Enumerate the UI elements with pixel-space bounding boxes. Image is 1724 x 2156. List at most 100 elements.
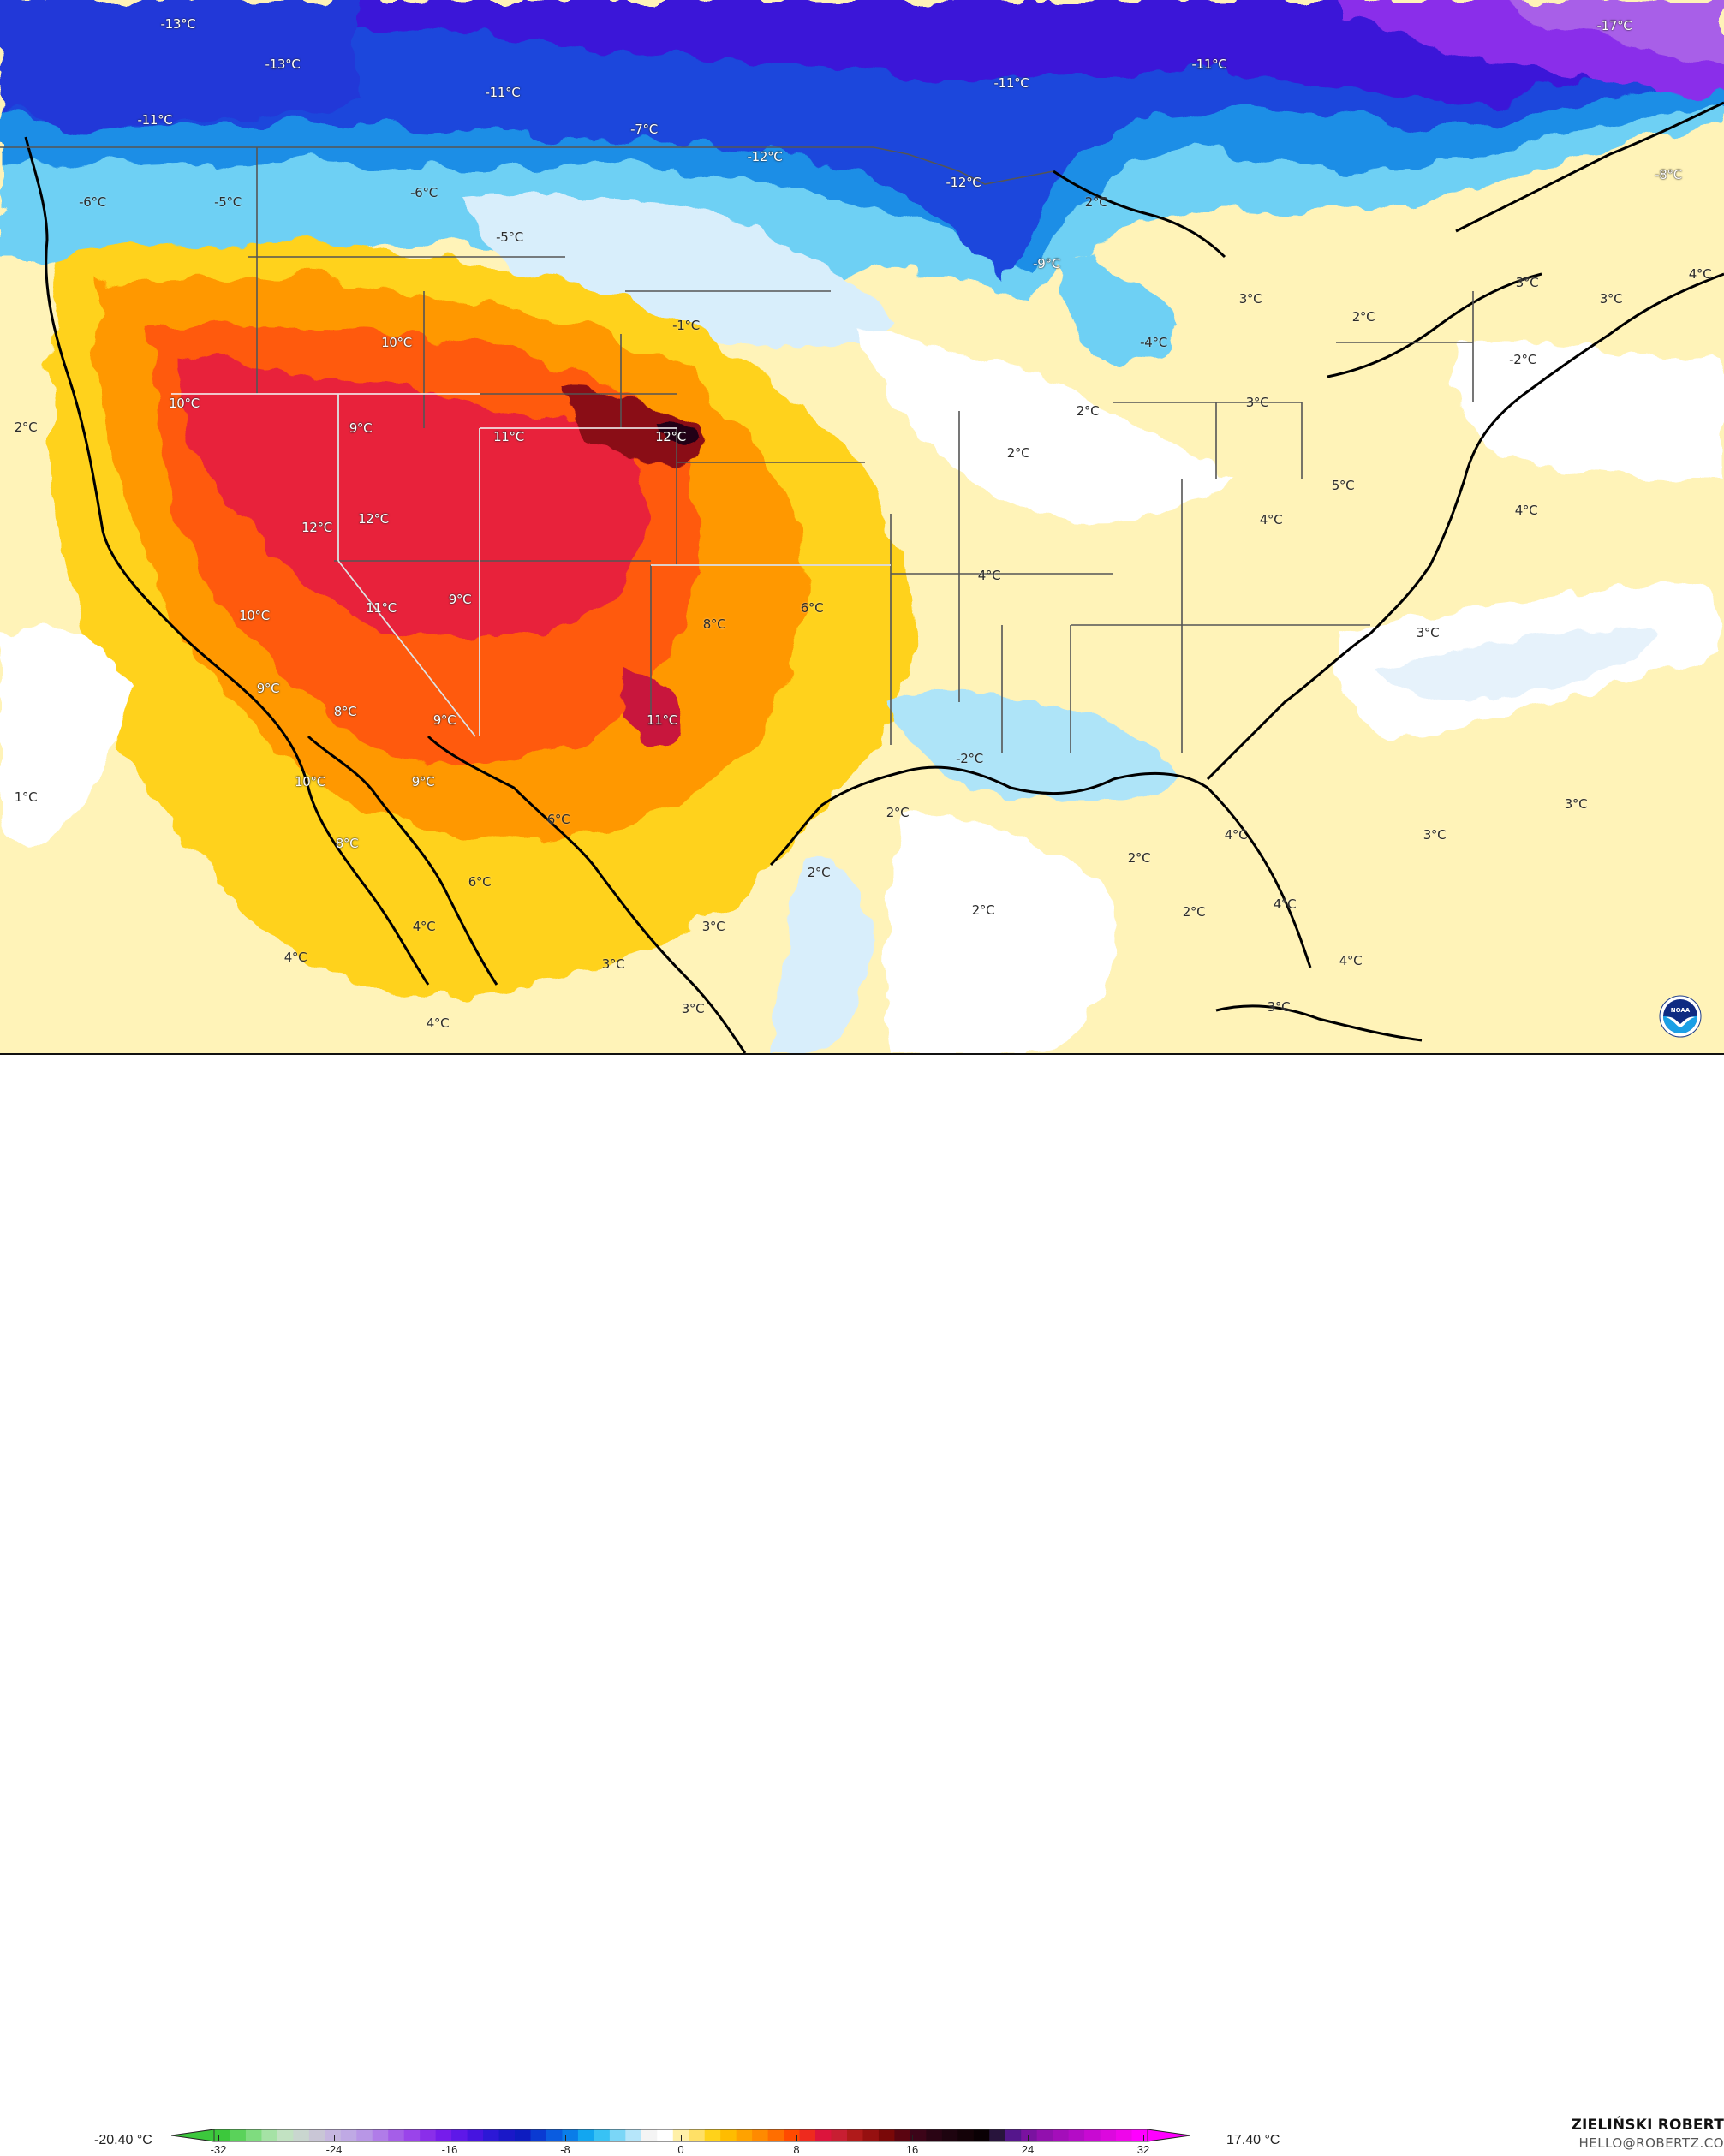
tick-mark bbox=[912, 2135, 913, 2141]
temperature-label: 2°C bbox=[1006, 445, 1030, 461]
temperature-label: 3°C bbox=[1515, 275, 1539, 290]
temperature-label: 12°C bbox=[301, 520, 332, 535]
temperature-label: 4°C bbox=[1688, 266, 1712, 282]
temperature-label: 3°C bbox=[1238, 291, 1262, 307]
temperature-label: 6°C bbox=[800, 600, 824, 616]
author-name: ZIELIŃSKI ROBERT bbox=[1571, 2117, 1724, 2134]
temperature-anomaly-map: -13°C -13°C -11°C -11°C -7°C -12°C -11°C -12°C -… bbox=[0, 0, 1724, 1055]
temperature-label: 4°C bbox=[426, 1015, 450, 1031]
temperature-label: -6°C bbox=[79, 194, 106, 210]
temperature-label: -1°C bbox=[672, 318, 700, 333]
temperature-label: 3°C bbox=[681, 1001, 705, 1016]
temperature-label: 3°C bbox=[1599, 291, 1623, 307]
temperature-label: 3°C bbox=[601, 956, 625, 972]
temperature-label: 4°C bbox=[1259, 512, 1283, 527]
temperature-label: -5°C bbox=[214, 194, 242, 210]
temperature-label: 3°C bbox=[1423, 827, 1447, 843]
temperature-label: -11°C bbox=[137, 112, 173, 128]
tick-mark bbox=[796, 2135, 797, 2141]
temperature-label: 2°C bbox=[1351, 309, 1375, 325]
temperature-label: 11°C bbox=[647, 712, 677, 728]
temperature-label: 4°C bbox=[412, 919, 436, 934]
temperature-label: 2°C bbox=[971, 902, 995, 918]
temperature-label: 3°C bbox=[1416, 625, 1440, 640]
temperature-label: 11°C bbox=[493, 429, 524, 444]
temperature-label: 3°C bbox=[701, 919, 725, 934]
tick-label: 24 bbox=[1021, 2143, 1035, 2156]
temperature-label: -17°C bbox=[1596, 18, 1632, 33]
temperature-label: 4°C bbox=[977, 568, 1001, 583]
temperature-label: 4°C bbox=[1514, 503, 1538, 518]
tick-label: 16 bbox=[905, 2143, 919, 2156]
colorbar-min-extend-arrow bbox=[171, 2129, 215, 2142]
temperature-label: 4°C bbox=[1339, 953, 1363, 968]
tick-mark bbox=[334, 2135, 335, 2141]
tick-label: 8 bbox=[793, 2143, 800, 2156]
temperature-label: 6°C bbox=[546, 812, 570, 827]
temperature-label: 10°C bbox=[381, 335, 412, 350]
temperature-label: 9°C bbox=[411, 774, 435, 789]
legend-min-value: -20.40 °C bbox=[94, 2133, 152, 2147]
author-credit: ZIELIŃSKI ROBERT HELLO@ROBERTZ.CO bbox=[1571, 2117, 1724, 2151]
temperature-label: 10°C bbox=[295, 774, 325, 789]
temperature-label: -11°C bbox=[485, 85, 521, 100]
temperature-label: 6°C bbox=[468, 874, 492, 890]
temperature-label: -4°C bbox=[1140, 335, 1167, 350]
temperature-label: -12°C bbox=[747, 149, 783, 164]
tick-mark bbox=[1143, 2135, 1144, 2141]
temperature-label: 4°C bbox=[1273, 896, 1297, 912]
tick-mark bbox=[565, 2135, 566, 2141]
temperature-label: 8°C bbox=[702, 616, 726, 632]
temperature-label: 2°C bbox=[1182, 904, 1206, 920]
tick-mark bbox=[1028, 2135, 1029, 2141]
temperature-label: -12°C bbox=[946, 175, 981, 190]
temperature-label: -2°C bbox=[1509, 352, 1536, 367]
temperature-label: -13°C bbox=[160, 16, 196, 32]
author-email: HELLO@ROBERTZ.CO bbox=[1578, 2135, 1724, 2151]
temperature-label: 2°C bbox=[1076, 403, 1100, 419]
temperature-label: 2°C bbox=[886, 805, 910, 820]
temperature-label: 8°C bbox=[333, 704, 357, 719]
temperature-label: 3°C bbox=[1267, 999, 1291, 1015]
temperature-label: 5°C bbox=[1331, 478, 1355, 493]
temperature-label: -13°C bbox=[265, 57, 301, 72]
temperature-label: 10°C bbox=[169, 396, 200, 411]
temperature-label: 8°C bbox=[335, 836, 359, 851]
temperature-label: 3°C bbox=[1564, 796, 1588, 812]
temperature-label: 12°C bbox=[655, 429, 686, 444]
tick-label: 32 bbox=[1136, 2143, 1150, 2156]
tick-label: 0 bbox=[677, 2143, 684, 2156]
temperature-label: 12°C bbox=[358, 511, 389, 527]
temperature-label: -9°C bbox=[1033, 256, 1060, 271]
temperature-label: 9°C bbox=[448, 592, 472, 607]
temperature-label: 2°C bbox=[14, 420, 38, 435]
temperature-label: -11°C bbox=[1191, 57, 1227, 72]
colorbar-legend: -20.40 °C -32 -24 -16 -8 0 8 16 24 32 17.40 °C Z… bbox=[0, 1055, 1724, 2156]
tick-label: -16 bbox=[441, 2143, 458, 2156]
temperature-label: 2°C bbox=[1127, 850, 1151, 866]
tick-label: -32 bbox=[210, 2143, 227, 2156]
temperature-label: 9°C bbox=[432, 712, 456, 728]
tick-mark bbox=[218, 2135, 219, 2141]
tick-mark bbox=[681, 2135, 682, 2141]
temperature-label: 11°C bbox=[366, 600, 397, 616]
temperature-label: -7°C bbox=[630, 122, 658, 137]
temperature-label: 9°C bbox=[256, 681, 280, 696]
temperature-label: 4°C bbox=[1224, 827, 1248, 843]
temperature-label: -5°C bbox=[496, 229, 523, 245]
temperature-label: 10°C bbox=[239, 608, 270, 623]
temperature-label: -8°C bbox=[1655, 167, 1682, 182]
colorbar-max-extend-arrow bbox=[1147, 2129, 1190, 2142]
temperature-label: -6°C bbox=[410, 185, 438, 200]
temperature-label: -11°C bbox=[993, 75, 1029, 91]
temperature-label: 2°C bbox=[1084, 194, 1108, 210]
temperature-label: -2°C bbox=[956, 751, 983, 766]
temperature-label: 4°C bbox=[283, 950, 307, 965]
tick-label: -24 bbox=[325, 2143, 343, 2156]
legend-max-value: 17.40 °C bbox=[1226, 2133, 1280, 2147]
tick-label: -8 bbox=[560, 2143, 570, 2156]
noaa-logo-text: NOAA bbox=[1671, 1007, 1691, 1014]
map-fill-layer bbox=[0, 0, 1724, 1053]
temperature-label: 1°C bbox=[14, 789, 38, 805]
temperature-label: 3°C bbox=[1245, 395, 1269, 410]
